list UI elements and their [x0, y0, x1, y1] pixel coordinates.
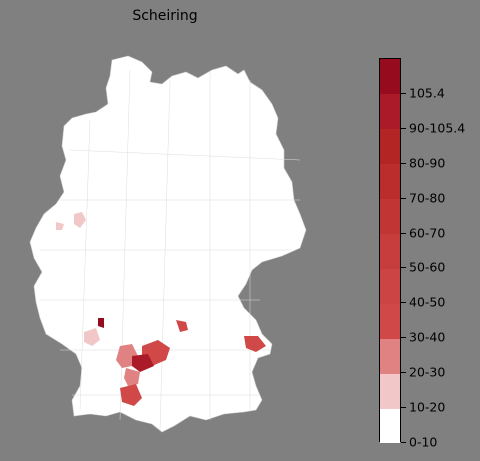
colorbar-label: 105.4 — [409, 85, 445, 101]
colorbar-label: 90-105.4 — [409, 120, 466, 136]
colorbar-tick — [401, 92, 406, 94]
region-south-2 — [132, 354, 154, 372]
colorbar-tick — [401, 442, 406, 443]
region-center-south — [176, 320, 188, 332]
colorbar-label: 40-50 — [409, 294, 446, 310]
colorbar-segment — [380, 163, 400, 200]
map-title: Scheiring — [132, 8, 198, 24]
region-east — [244, 336, 266, 352]
region-west-pale — [84, 328, 100, 346]
colorbar-segment — [380, 408, 400, 444]
region-southwest — [120, 384, 142, 406]
colorbar-tick — [401, 162, 406, 164]
colorbar-label: 60-70 — [409, 225, 446, 241]
region-west-small — [98, 318, 104, 328]
colorbar-tick — [401, 407, 406, 409]
colorbar-segment — [380, 303, 400, 339]
region-nrw-2 — [56, 222, 64, 230]
colorbar-label: 80-90 — [409, 155, 446, 171]
germany-map — [29, 55, 307, 433]
colorbar-segment — [380, 59, 400, 95]
colorbar-label: 50-60 — [409, 259, 446, 275]
colorbar-segment — [380, 198, 400, 235]
colorbar-tick — [401, 302, 406, 304]
colorbar-label: 20-30 — [409, 364, 446, 380]
colorbar-tick — [401, 372, 406, 374]
colorbar — [379, 58, 401, 444]
colorbar-tick — [401, 337, 406, 339]
colorbar-tick — [401, 197, 406, 199]
colorbar-label: 10-20 — [409, 399, 446, 415]
colorbar-segment — [380, 338, 400, 374]
colorbar-segment — [380, 268, 400, 304]
colorbar-label: 30-40 — [409, 329, 446, 345]
colorbar-segment — [380, 233, 400, 269]
colorbar-segment — [380, 93, 400, 130]
district-borders — [40, 69, 301, 431]
colorbar-tick — [401, 267, 406, 269]
region-south-4 — [124, 368, 140, 386]
germany-outline — [29, 55, 307, 433]
colorbar-segment — [380, 373, 400, 409]
colorbar-segment — [380, 128, 400, 165]
colorbar-label: 70-80 — [409, 190, 446, 206]
colorbar-tick — [401, 127, 406, 129]
colorbar-tick — [401, 232, 406, 234]
colorbar-label: 0-10 — [409, 434, 438, 450]
region-nrw-1 — [74, 212, 86, 228]
